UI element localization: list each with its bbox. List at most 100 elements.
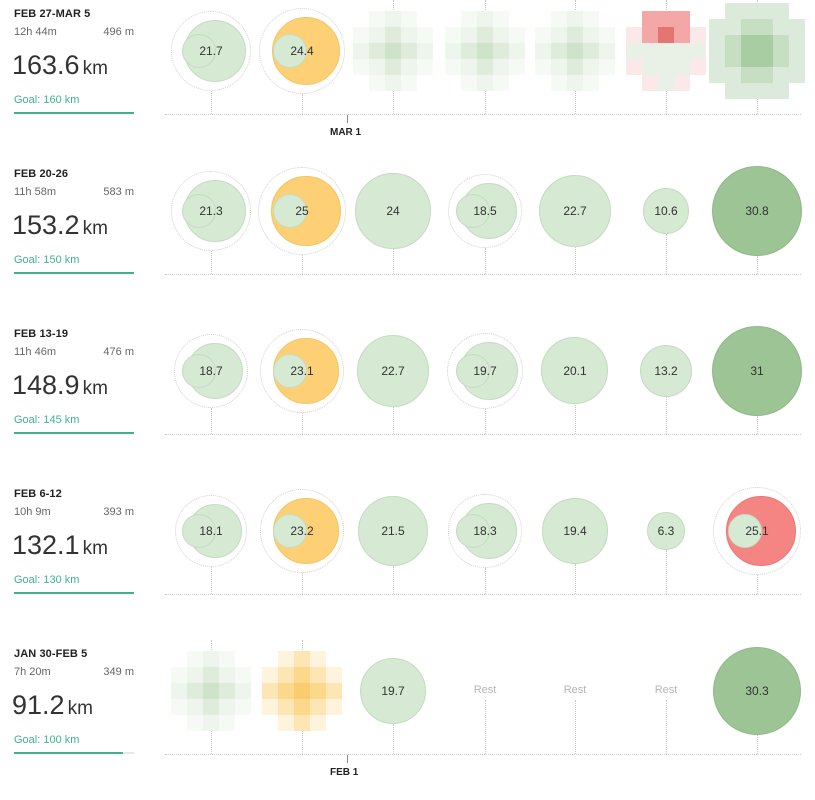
day-stem — [666, 549, 667, 594]
day-stem — [575, 563, 576, 594]
blur-pixel — [401, 75, 417, 91]
blurred-activity — [535, 11, 615, 91]
blur-pixel — [385, 43, 401, 59]
month-label: FEB 1 — [330, 767, 359, 778]
activity-total-ring — [713, 487, 801, 575]
blur-pixel — [757, 19, 773, 35]
week-range: FEB 20-26 — [14, 168, 69, 180]
activity-total-ring — [446, 332, 524, 410]
week-range: FEB 27-MAR 5 — [14, 8, 91, 20]
blur-pixel — [551, 11, 567, 27]
activity-circle — [359, 657, 427, 725]
blur-pixel — [493, 75, 509, 91]
activity-circle — [357, 495, 428, 566]
blur-pixel — [626, 27, 642, 43]
week-elevation: 393 m — [103, 506, 134, 518]
week-elevation: 349 m — [103, 666, 134, 678]
secondary-activity-circle — [273, 194, 307, 228]
blur-pixel — [187, 683, 203, 699]
day-stem — [302, 254, 303, 274]
day-stem — [757, 255, 758, 274]
blur-pixel — [599, 27, 615, 43]
rest-day-label: Rest — [563, 684, 587, 696]
week-duration: 11h 46m — [14, 346, 56, 358]
blur-pixel — [773, 51, 789, 67]
blur-pixel — [773, 83, 789, 99]
week-goal: Goal: 100 km — [14, 734, 80, 746]
secondary-activity-circle — [273, 514, 307, 548]
activity-distance: 18.3 — [473, 524, 497, 538]
week-goal: Goal: 160 km — [14, 94, 80, 106]
week-distance-value: 163.6 — [12, 50, 80, 80]
blur-pixel — [642, 75, 658, 91]
activity-distance: 21.5 — [381, 524, 405, 538]
blur-pixel — [690, 43, 706, 59]
blur-pixel — [642, 11, 658, 27]
blur-pixel — [326, 699, 342, 715]
activity-circle — [639, 344, 693, 398]
blur-pixel — [535, 59, 551, 75]
blur-pixel — [674, 27, 690, 43]
blur-pixel — [445, 27, 461, 43]
activity-total-ring — [174, 494, 248, 568]
blur-pixel — [725, 51, 741, 67]
blur-pixel — [278, 715, 294, 731]
week-summary: FEB 27-MAR 5 12h 44m 496 m 163.6 km Goal: 160… — [12, 0, 134, 120]
blur-pixel — [353, 43, 369, 59]
activity-distance: 18.7 — [199, 364, 223, 378]
blur-pixel — [757, 3, 773, 19]
blur-pixel — [171, 667, 187, 683]
blur-pixel — [203, 699, 219, 715]
blurred-activity — [445, 11, 525, 91]
secondary-activity-circle — [182, 354, 216, 388]
blur-pixel — [741, 83, 757, 99]
blur-pixel — [709, 67, 725, 83]
goal-progress-fill — [14, 592, 134, 594]
activity-total-ring — [171, 171, 251, 251]
blur-pixel — [294, 683, 310, 699]
activity-distance: 25 — [295, 204, 309, 218]
blur-pixel — [725, 19, 741, 35]
week-baseline — [165, 274, 801, 275]
blur-pixel — [757, 35, 773, 51]
blur-pixel — [583, 11, 599, 27]
activity-total-ring — [260, 489, 344, 573]
activity-distance: 19.4 — [563, 524, 587, 538]
blur-pixel — [353, 59, 369, 75]
blur-pixel — [599, 59, 615, 75]
goal-progress-bar — [14, 592, 134, 594]
blur-pixel — [219, 651, 235, 667]
activity-distance: 23.1 — [290, 364, 314, 378]
blur-pixel — [789, 19, 805, 35]
blur-pixel — [567, 75, 583, 91]
blur-pixel — [219, 699, 235, 715]
goal-progress-fill — [14, 112, 134, 114]
week-goal: Goal: 130 km — [14, 574, 80, 586]
day-stem — [211, 408, 212, 434]
day-stem — [666, 234, 667, 274]
blur-pixel — [262, 667, 278, 683]
secondary-activity-circle — [182, 194, 216, 228]
month-tick — [347, 755, 348, 763]
activity-distance: 21.7 — [199, 44, 223, 58]
blur-pixel — [401, 27, 417, 43]
blurred-activity — [626, 11, 706, 91]
blur-pixel — [642, 59, 658, 75]
week-distance: 153.2 km — [12, 210, 108, 241]
blur-pixel — [187, 715, 203, 731]
blur-pixel — [674, 59, 690, 75]
blur-pixel — [385, 11, 401, 27]
blur-pixel — [445, 59, 461, 75]
blur-pixel — [219, 683, 235, 699]
blur-pixel — [187, 667, 203, 683]
day-stem — [757, 416, 758, 434]
blur-pixel — [509, 27, 525, 43]
blur-pixel — [493, 27, 509, 43]
blur-pixel — [674, 11, 690, 27]
blur-pixel — [369, 11, 385, 27]
day-stem — [302, 412, 303, 434]
blur-pixel — [477, 59, 493, 75]
blur-pixel — [294, 715, 310, 731]
day-stem — [302, 94, 303, 114]
week-distance-value: 132.1 — [12, 530, 80, 560]
